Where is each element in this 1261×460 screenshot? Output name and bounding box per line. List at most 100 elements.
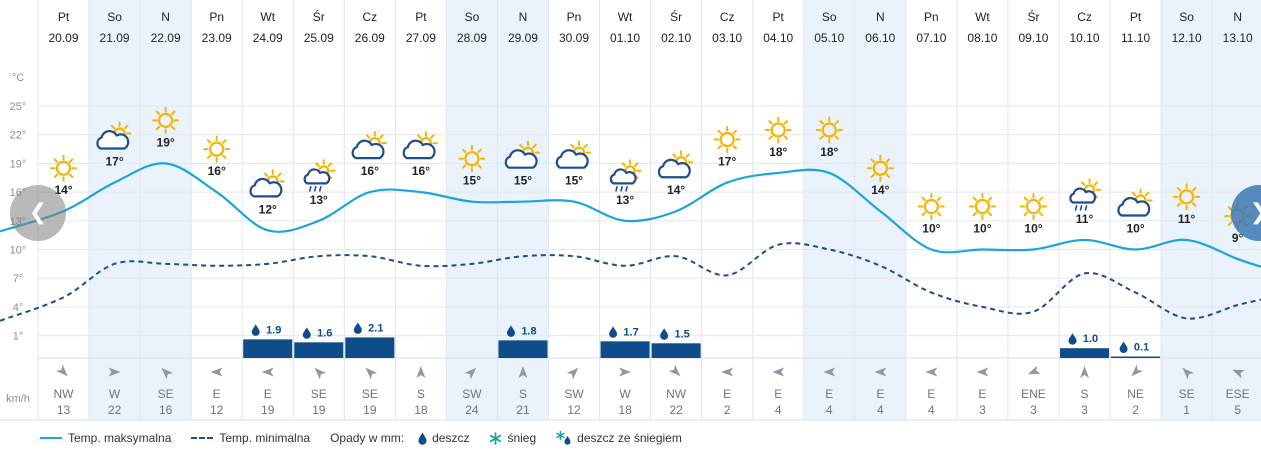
wind-arrow-icon [566, 367, 579, 380]
wind-arrow-icon [823, 367, 836, 377]
snowflake-icon [489, 431, 502, 445]
partly-cloudy-icon [96, 121, 132, 150]
max-temp-label: 10° [922, 222, 940, 236]
max-temp-label: 10° [1126, 222, 1144, 236]
max-temp-label: 19° [157, 135, 175, 149]
wind-speed-label: 12 [210, 403, 224, 417]
date-label: 05.10 [814, 31, 844, 45]
day-of-week-label: N [519, 10, 528, 24]
date-label: 24.09 [253, 31, 283, 45]
wind-direction-label: E [978, 387, 986, 401]
day-of-week-label: So [107, 10, 122, 24]
day-of-week-label: N [161, 10, 170, 24]
date-label: 28.09 [457, 31, 487, 45]
wind-arrow-icon [210, 367, 223, 377]
wind-speed-label: 2 [724, 403, 731, 417]
wind-speed-label: 19 [312, 403, 326, 417]
wind-arrow-icon [874, 367, 887, 377]
max-temp-label: 15° [565, 174, 583, 188]
axis-tick-label: 25° [10, 101, 27, 113]
wind-arrow-icon [261, 367, 274, 377]
legend-item-mixed: deszcz ze śniegiem [556, 431, 682, 445]
max-temp-label: 14° [871, 183, 889, 197]
raindrop-icon [1119, 341, 1128, 353]
legend-rain-label: deszcz [432, 431, 470, 445]
wind-arrow-icon [56, 364, 68, 377]
date-label: 26.09 [355, 31, 385, 45]
date-label: 30.09 [559, 31, 589, 45]
axis-tick-label: 4° [13, 302, 24, 314]
date-label: 27.09 [406, 31, 436, 45]
wind-speed-label: 2 [1132, 403, 1139, 417]
wind-direction-label: SE [311, 387, 327, 401]
day-of-week-label: Cz [362, 10, 377, 24]
wind-speed-label: 3 [979, 403, 986, 417]
max-temp-label: 12° [259, 202, 277, 216]
legend-item-rain: deszcz [418, 431, 469, 445]
date-label: 23.09 [202, 31, 232, 45]
min-temp-line [0, 242, 1261, 322]
wind-speed-label: 16 [159, 403, 173, 417]
max-temp-label: 16° [412, 164, 430, 178]
wind-direction-label: E [774, 387, 782, 401]
precipitation-label: 2.1 [368, 322, 383, 334]
legend-max-label: Temp. maksymalna [68, 431, 172, 445]
precipitation-bar [651, 343, 701, 358]
raindrop-icon [251, 324, 260, 336]
wind-arrow-icon [976, 367, 989, 377]
wind-speed-label: 22 [108, 403, 122, 417]
day-of-week-label: Śr [670, 9, 682, 24]
wind-arrow-icon [1182, 367, 1195, 380]
wind-arrow-icon [416, 366, 426, 378]
wind-direction-label: W [109, 387, 121, 401]
axis-tick-label: 22° [10, 130, 27, 142]
chevron-right-icon: ❯ [1250, 202, 1261, 224]
axis-tick-label: 19° [10, 158, 27, 170]
weekend-background [803, 0, 855, 420]
date-label: 22.09 [151, 31, 181, 45]
legend-item-min: Temp. minimalna [191, 431, 310, 445]
max-temp-label: 10° [973, 222, 991, 236]
legend-item-max: Temp. maksymalna [40, 431, 171, 445]
sun-icon [152, 106, 180, 134]
max-temp-label: 18° [820, 145, 838, 159]
max-temp-label: 17° [718, 155, 736, 169]
axis-tick-label: 1° [13, 331, 24, 343]
date-label: 04.10 [763, 31, 793, 45]
wind-arrow-icon [721, 367, 734, 377]
axis-tick-label: 10° [10, 245, 27, 257]
max-temp-label: 16° [361, 164, 379, 178]
wind-direction-label: E [264, 387, 272, 401]
raindrop-icon [660, 328, 669, 340]
axis-tick-label: 7° [13, 273, 24, 285]
date-label: 08.10 [967, 31, 997, 45]
wind-speed-label: 18 [618, 403, 632, 417]
precipitation-bar [600, 341, 650, 358]
day-of-week-label: N [876, 10, 885, 24]
wind-direction-label: E [825, 387, 833, 401]
sun-icon [458, 145, 486, 173]
wind-direction-label: E [213, 387, 221, 401]
wind-arrow-icon [925, 367, 938, 377]
day-of-week-label: Pn [567, 10, 582, 24]
max-temp-label: 15° [514, 174, 532, 188]
max-temp-label: 13° [310, 193, 328, 207]
wind-direction-label: SW [564, 387, 584, 401]
sun-icon [713, 126, 741, 154]
previous-button[interactable]: ❮ [10, 185, 66, 241]
wind-arrow-icon [314, 367, 327, 380]
wind-arrow-icon [1027, 365, 1041, 375]
max-temp-label: 18° [769, 145, 787, 159]
sun-icon [203, 135, 231, 163]
day-of-week-label: Śr [1027, 9, 1039, 24]
day-of-week-label: Pt [58, 10, 70, 24]
rain-snow-icon [556, 431, 572, 445]
wind-direction-label: E [876, 387, 884, 401]
day-of-week-label: Pn [924, 10, 939, 24]
max-temp-label: 15° [463, 174, 481, 188]
wind-arrow-icon [772, 367, 785, 377]
weekend-background [446, 0, 498, 420]
sun-icon [764, 116, 792, 144]
wind-arrow-icon [668, 364, 681, 377]
